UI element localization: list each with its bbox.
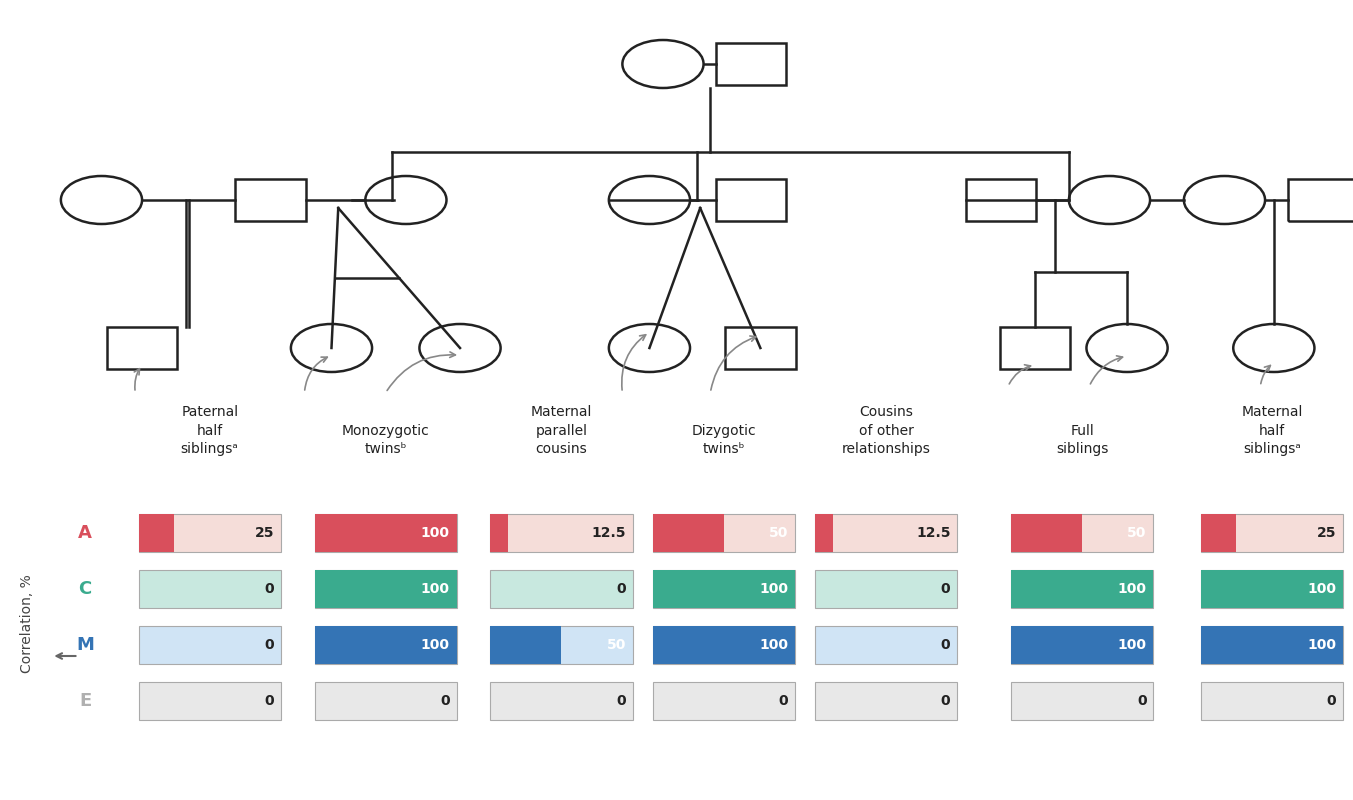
Bar <box>107 327 177 369</box>
Text: 100: 100 <box>1307 582 1335 596</box>
Text: 100: 100 <box>759 638 787 652</box>
Bar <box>653 570 796 608</box>
Bar <box>1000 327 1070 369</box>
Text: 100: 100 <box>1118 638 1147 652</box>
Text: 25: 25 <box>254 526 273 540</box>
Text: C: C <box>78 580 92 598</box>
Bar <box>314 570 456 608</box>
Text: 100: 100 <box>759 582 787 596</box>
Bar <box>490 626 561 664</box>
Text: 0: 0 <box>616 582 625 596</box>
Text: 0: 0 <box>264 638 273 652</box>
Text: 0: 0 <box>940 694 950 708</box>
Bar <box>139 514 281 552</box>
Bar <box>139 626 281 664</box>
Text: Correlation, %: Correlation, % <box>20 574 34 674</box>
Text: 0: 0 <box>778 694 787 708</box>
Bar <box>1012 570 1153 608</box>
Bar <box>815 570 957 608</box>
Bar <box>314 514 456 552</box>
Text: Monozygotic
twinsᵇ: Monozygotic twinsᵇ <box>342 424 429 456</box>
Bar <box>1201 570 1342 608</box>
Text: 100: 100 <box>421 638 449 652</box>
Bar <box>716 43 786 85</box>
Bar <box>1201 626 1342 664</box>
Bar <box>716 179 786 221</box>
Bar <box>653 682 796 720</box>
Bar <box>653 626 796 664</box>
Bar <box>314 626 456 664</box>
Bar <box>815 514 957 552</box>
Text: 100: 100 <box>421 526 449 540</box>
Text: 0: 0 <box>440 694 449 708</box>
Text: 0: 0 <box>1137 694 1147 708</box>
Text: Paternal
half
siblingsᵃ: Paternal half siblingsᵃ <box>181 405 238 456</box>
Text: Dizygotic
twinsᵇ: Dizygotic twinsᵇ <box>691 424 756 456</box>
Bar <box>314 570 456 608</box>
Text: 0: 0 <box>940 638 950 652</box>
Bar <box>653 626 796 664</box>
Bar <box>1201 570 1342 608</box>
Text: 0: 0 <box>264 582 273 596</box>
Bar <box>490 626 632 664</box>
Text: 0: 0 <box>264 694 273 708</box>
Bar <box>139 570 281 608</box>
Text: 0: 0 <box>1326 694 1335 708</box>
Text: 25: 25 <box>1316 526 1335 540</box>
Text: Maternal
half
siblingsᵃ: Maternal half siblingsᵃ <box>1241 405 1303 456</box>
Text: 50: 50 <box>769 526 787 540</box>
Text: 0: 0 <box>616 694 625 708</box>
Bar <box>725 327 796 369</box>
Bar <box>966 179 1036 221</box>
Bar <box>653 570 796 608</box>
Bar <box>1201 626 1342 664</box>
Text: Full
siblings: Full siblings <box>1057 424 1108 456</box>
Bar <box>815 626 957 664</box>
Text: Maternal
parallel
cousins: Maternal parallel cousins <box>530 405 593 456</box>
Bar <box>314 682 456 720</box>
Bar <box>1012 682 1153 720</box>
Bar <box>1201 514 1342 552</box>
Bar <box>139 514 175 552</box>
Bar <box>1012 514 1082 552</box>
Text: A: A <box>78 524 92 542</box>
Bar <box>1288 179 1353 221</box>
Bar <box>490 570 632 608</box>
Text: 100: 100 <box>421 582 449 596</box>
Text: E: E <box>78 692 92 710</box>
Text: 100: 100 <box>1118 582 1147 596</box>
Bar <box>653 514 724 552</box>
Bar <box>314 626 456 664</box>
Bar <box>139 682 281 720</box>
Bar <box>1012 514 1153 552</box>
Bar <box>490 514 632 552</box>
Bar <box>1201 682 1342 720</box>
Bar <box>1012 570 1153 608</box>
Text: 50: 50 <box>606 638 625 652</box>
Text: 12.5: 12.5 <box>591 526 625 540</box>
Text: 0: 0 <box>940 582 950 596</box>
Bar <box>314 514 456 552</box>
Bar <box>815 682 957 720</box>
Text: 100: 100 <box>1307 638 1335 652</box>
Bar <box>1012 626 1153 664</box>
Bar <box>490 514 509 552</box>
Bar <box>815 514 833 552</box>
Bar <box>1012 626 1153 664</box>
Bar <box>653 514 796 552</box>
Text: Cousins
of other
relationships: Cousins of other relationships <box>842 405 931 456</box>
Bar <box>1201 514 1237 552</box>
Text: 50: 50 <box>1127 526 1147 540</box>
Bar <box>490 682 632 720</box>
Text: M: M <box>76 636 95 654</box>
Bar <box>235 179 306 221</box>
Text: 12.5: 12.5 <box>916 526 950 540</box>
